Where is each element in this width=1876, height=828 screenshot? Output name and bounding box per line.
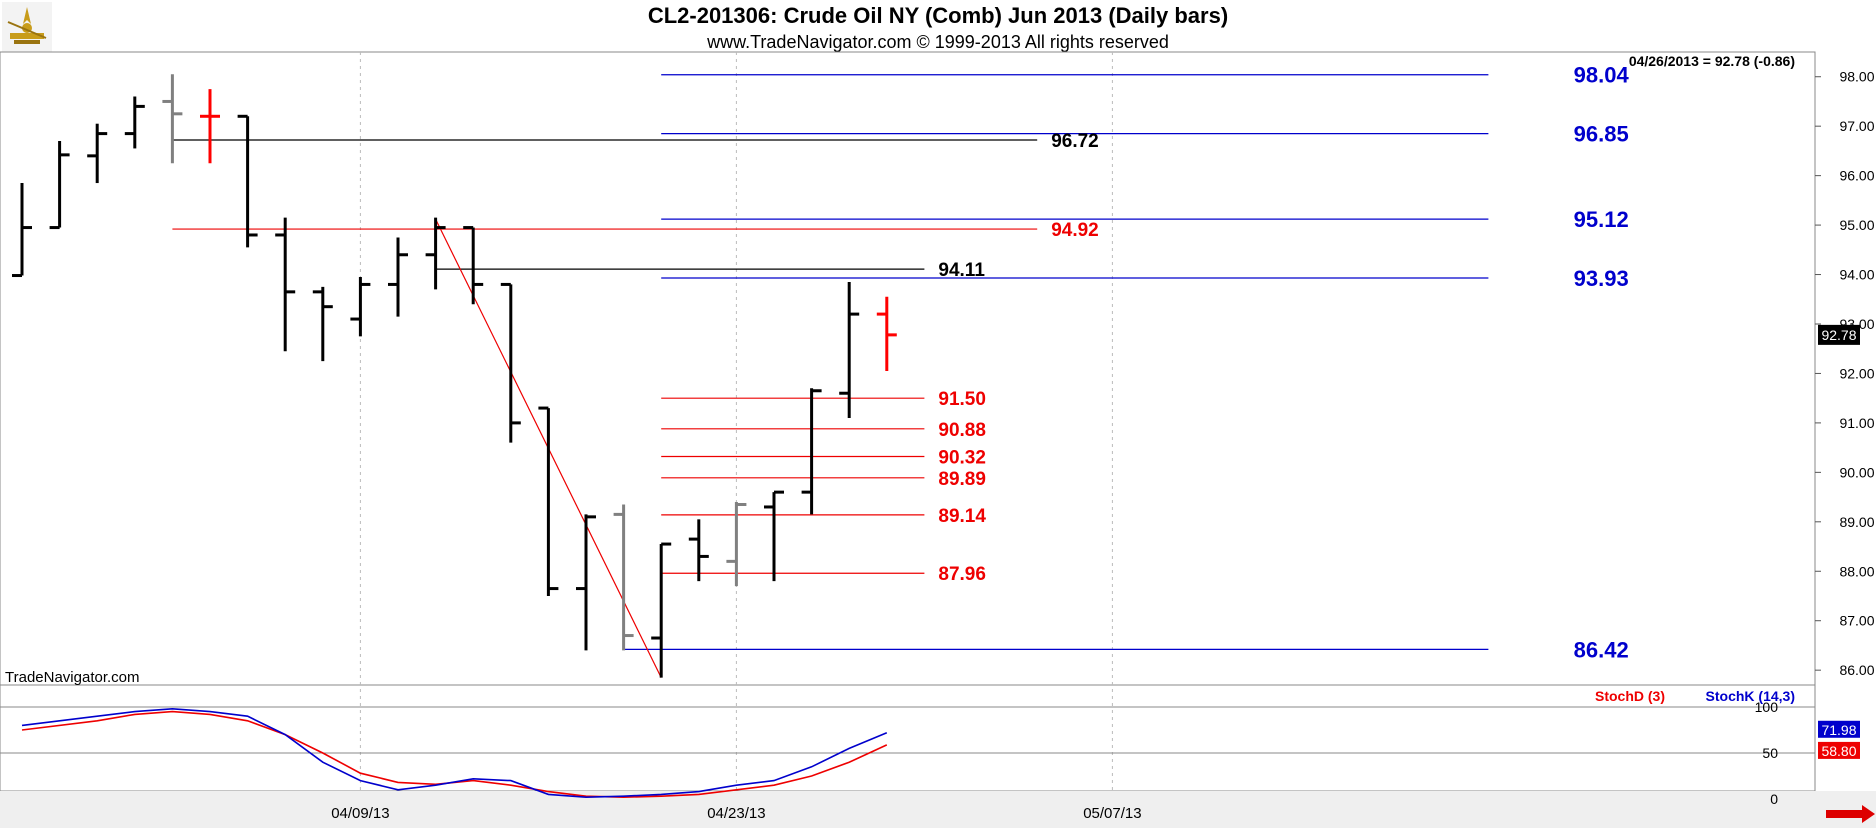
- ohlc-bar: [425, 217, 446, 290]
- ohlc-bar: [839, 281, 860, 418]
- level-label-98.04: 98.04: [1574, 63, 1630, 88]
- ohlc-bar: [237, 114, 258, 248]
- level-label-96.72: 96.72: [1051, 131, 1099, 152]
- level-label-91.50: 91.50: [938, 389, 986, 410]
- ohlc-bar: [764, 490, 784, 582]
- stoch-last-marker: [1818, 720, 1860, 738]
- stoch-last-marker: [1818, 741, 1860, 759]
- level-label-89.89: 89.89: [938, 469, 986, 490]
- level-label-94.92: 94.92: [1051, 220, 1099, 241]
- price-axis-label: 96.00: [1839, 168, 1874, 184]
- ohlc-bar: [124, 96, 145, 149]
- ohlc-bar: [87, 123, 108, 184]
- price-axis-label: 90.00: [1839, 464, 1874, 480]
- ohlc-bar: [688, 519, 709, 582]
- last-price-info: 04/26/2013 = 92.78 (-0.86): [1629, 53, 1795, 69]
- ohlc-bar: [651, 542, 672, 678]
- ohlc-bar: [876, 296, 897, 371]
- scroll-right-arrow-icon[interactable]: [1826, 805, 1875, 823]
- date-axis-label: 05/07/13: [1083, 805, 1141, 822]
- stoch-legend-d: StochD (3): [1595, 688, 1665, 704]
- trade-navigator-logo-icon: [2, 2, 52, 52]
- ohlc-bar: [500, 282, 521, 443]
- chart-subtitle: www.TradeNavigator.com © 1999-2013 All r…: [707, 32, 1169, 52]
- ohlc-bar: [388, 237, 408, 317]
- ohlc-bar: [350, 277, 371, 337]
- price-axis-label: 88.00: [1839, 563, 1874, 579]
- date-axis-label: 04/23/13: [707, 805, 765, 822]
- price-axis-label: 89.00: [1839, 514, 1874, 530]
- level-label-95.12: 95.12: [1574, 207, 1629, 232]
- ohlc-bar: [200, 89, 220, 164]
- price-axis-label: 86.00: [1839, 662, 1874, 678]
- ohlc-bar: [613, 504, 634, 651]
- ohlc-bar: [801, 388, 822, 515]
- stoch-last-label: 58.80: [1821, 743, 1856, 759]
- stoch-axis-label: 100: [1755, 699, 1779, 715]
- watermark-label: TradeNavigator.com: [5, 669, 140, 686]
- ohlc-bar: [49, 141, 70, 230]
- stoch-axis-label: 50: [1762, 745, 1778, 761]
- price-axis-label: 95.00: [1839, 217, 1874, 233]
- ohlc-bar: [12, 183, 32, 278]
- ohlc-bar: [312, 286, 333, 362]
- date-axis-band: [0, 791, 1876, 828]
- price-axis-label: 98.00: [1839, 69, 1874, 85]
- stoch-last-label: 71.98: [1821, 722, 1856, 738]
- price-axis-label: 91.00: [1839, 415, 1874, 431]
- stoch-line-d: [21, 710, 888, 799]
- price-axis-label: 94.00: [1839, 267, 1874, 283]
- price-plot-area: [0, 51, 1816, 686]
- ohlc-bar: [538, 406, 559, 596]
- ohlc-bar: [726, 502, 747, 587]
- last-price-label: 92.78: [1821, 327, 1856, 343]
- ohlc-bar: [576, 514, 596, 651]
- level-label-96.85: 96.85: [1574, 122, 1629, 147]
- last-price-marker: [1818, 324, 1860, 345]
- stoch-legend-k: StochK (14,3): [1706, 688, 1795, 704]
- price-axis-label: 87.00: [1839, 613, 1874, 629]
- chart-title: CL2-201306: Crude Oil NY (Comb) Jun 2013…: [647, 3, 1229, 28]
- date-axis-label: 04/09/13: [331, 805, 389, 822]
- ohlc-bar: [463, 226, 484, 305]
- level-label-90.32: 90.32: [938, 448, 986, 469]
- price-axis-label: 92.00: [1839, 365, 1874, 381]
- level-label-93.93: 93.93: [1574, 266, 1629, 291]
- price-axis-label: 97.00: [1839, 118, 1874, 134]
- level-label-89.14: 89.14: [938, 506, 986, 527]
- stochastic-plot-area: [0, 684, 1816, 792]
- ohlc-bar: [162, 74, 183, 164]
- stoch-axis-label: 0: [1770, 791, 1778, 807]
- level-label-87.96: 87.96: [938, 564, 986, 585]
- stoch-line-k: [21, 707, 888, 799]
- level-label-90.88: 90.88: [938, 420, 986, 441]
- level-label-94.11: 94.11: [938, 260, 985, 281]
- level-label-86.42: 86.42: [1574, 637, 1629, 662]
- ohlc-bar: [275, 217, 296, 352]
